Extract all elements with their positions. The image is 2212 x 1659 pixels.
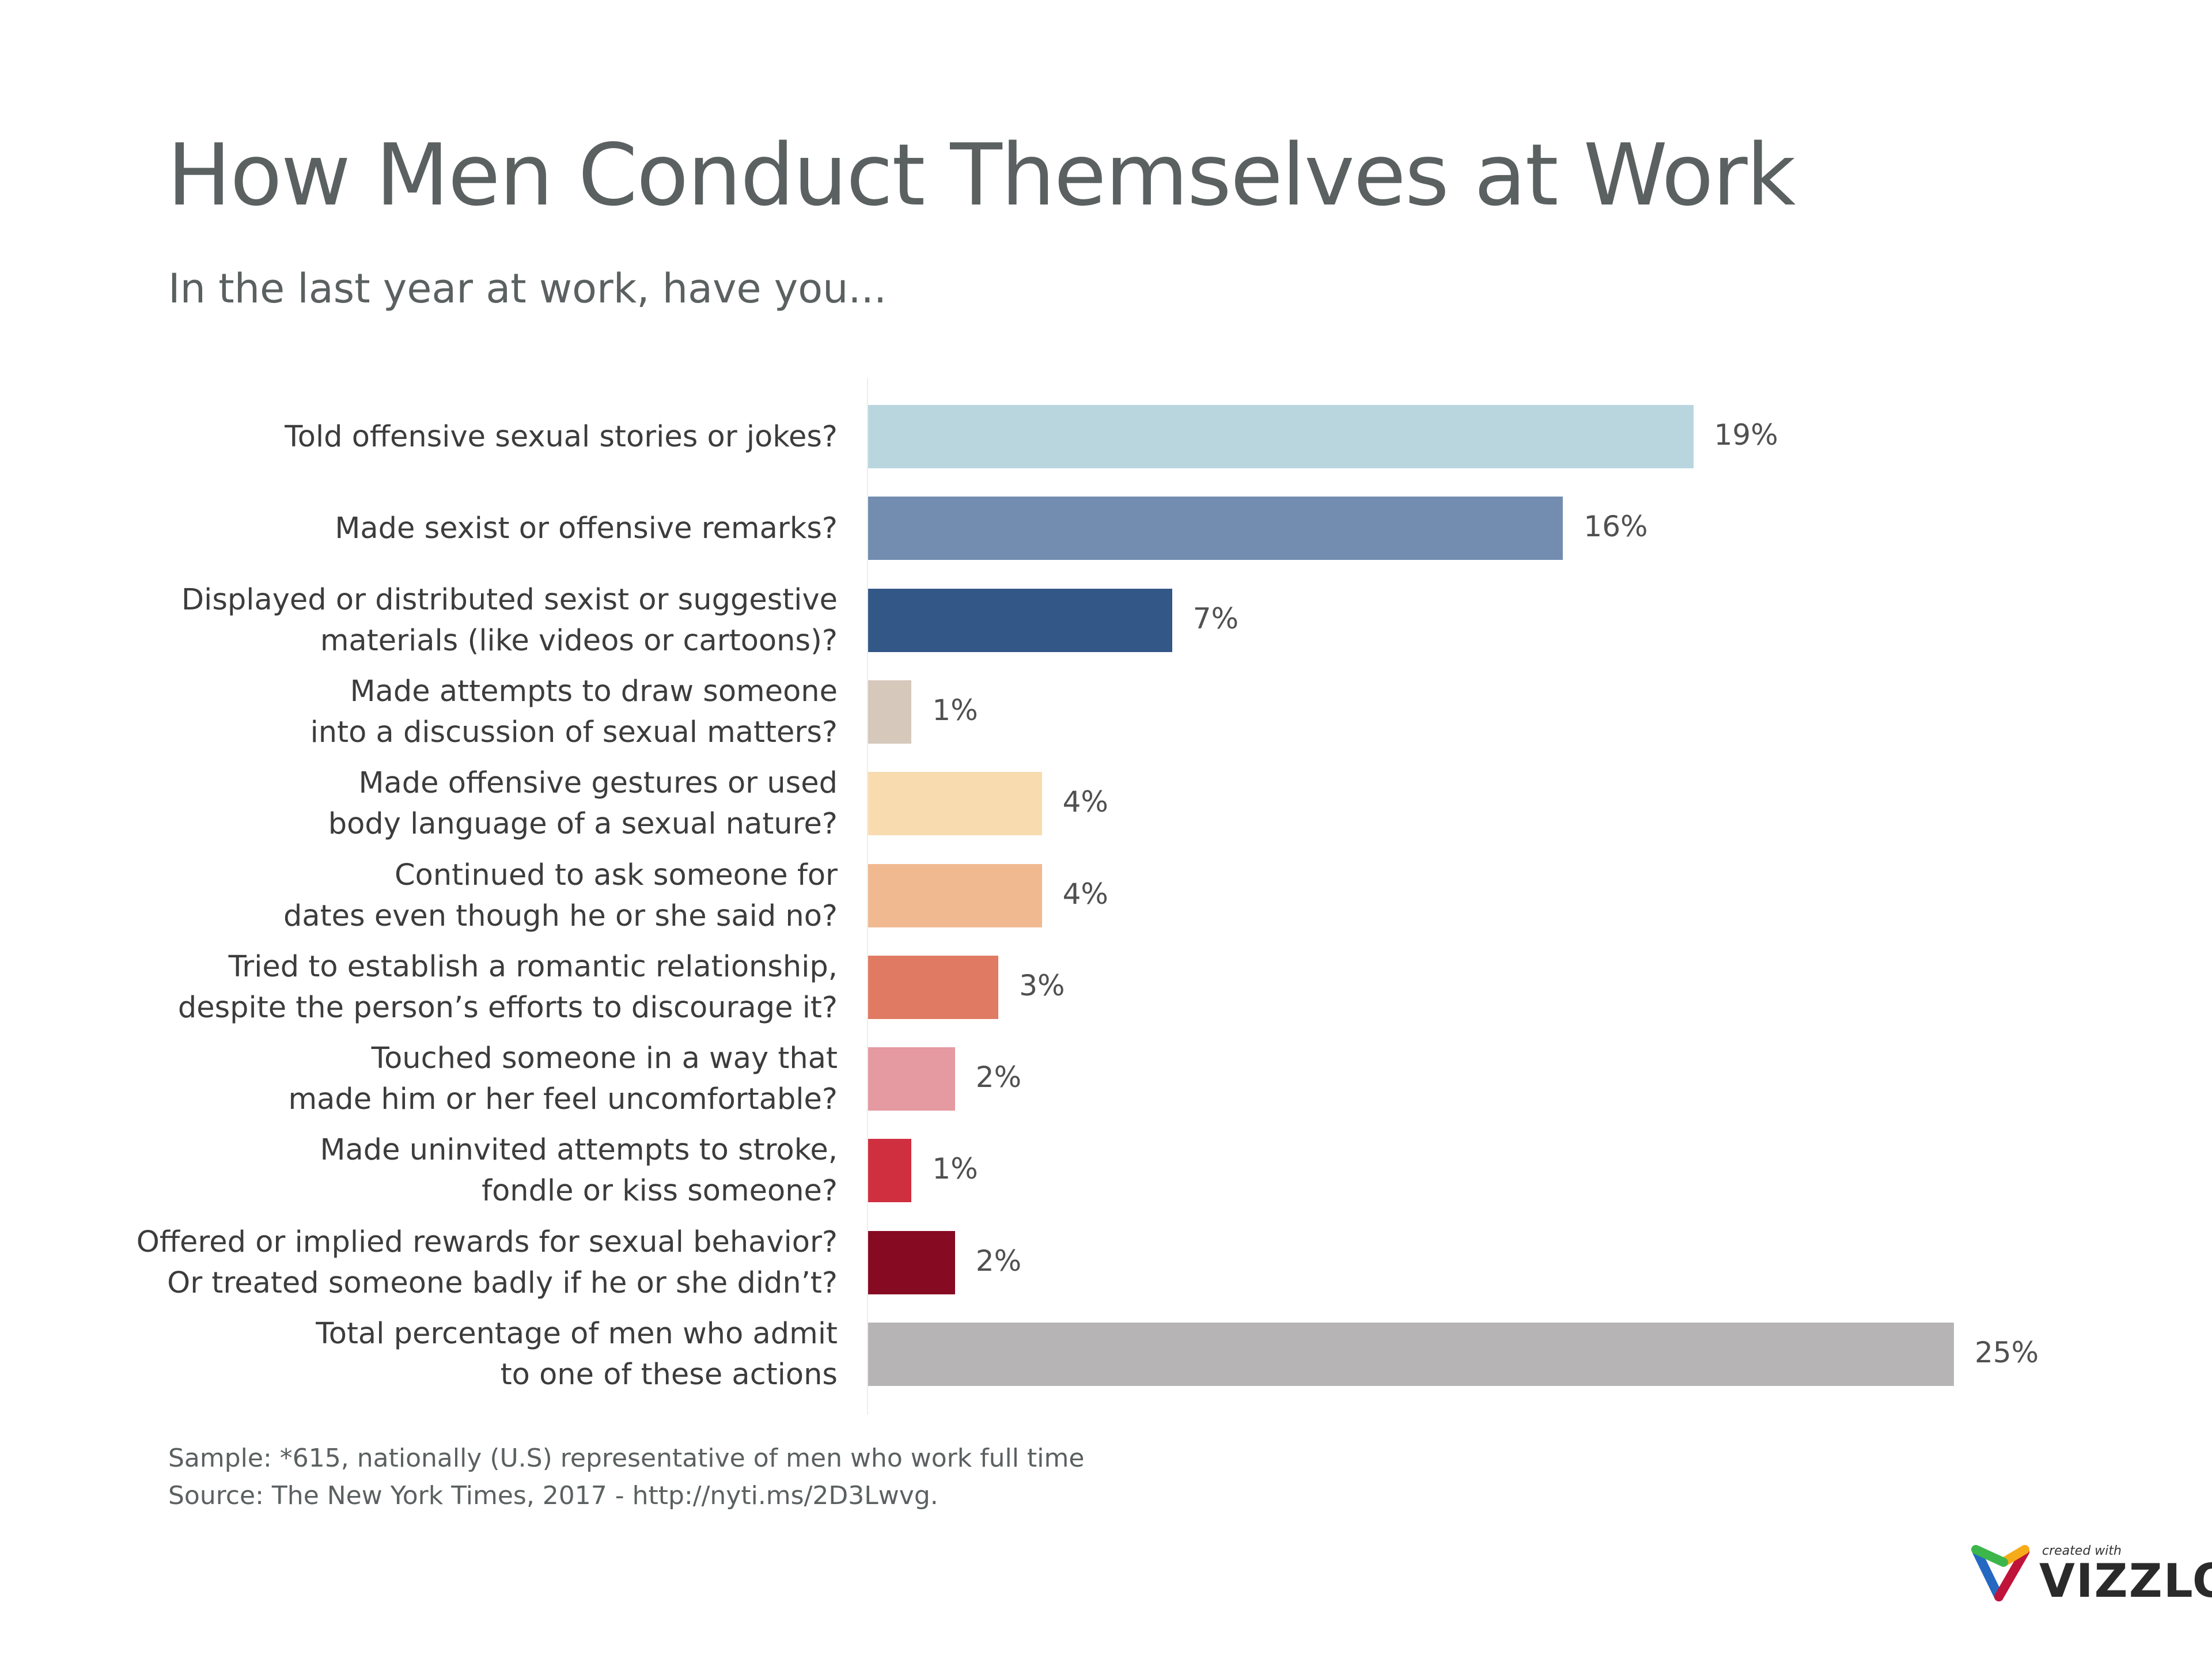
category-label: Made offensive gestures or used body lan…	[328, 766, 838, 842]
data-label: 3%	[1019, 968, 1065, 1002]
vizzlo-logo[interactable]: created with VIZZLO	[1970, 1544, 2212, 1608]
category-label: Displayed or distributed sexist or sugge…	[181, 582, 838, 658]
data-label: 2%	[975, 1060, 1022, 1094]
data-label: 16%	[1584, 510, 1648, 544]
category-axis-line	[867, 378, 868, 1415]
bar[interactable]	[868, 588, 1172, 652]
bar[interactable]	[868, 1047, 955, 1111]
data-label: 19%	[1714, 418, 1778, 452]
vizzlo-logo-mark-icon	[1971, 1545, 2029, 1601]
category-label: Made sexist or offensive remarks?	[335, 511, 838, 546]
bar[interactable]	[868, 680, 912, 744]
category-label: Made uninvited attempts to stroke, fondl…	[320, 1133, 838, 1209]
bar[interactable]	[868, 955, 999, 1019]
bar[interactable]	[868, 497, 1563, 560]
category-label: Tried to establish a romantic relationsh…	[177, 949, 838, 1025]
data-label: 25%	[1975, 1336, 2039, 1369]
bar[interactable]	[868, 863, 1042, 927]
bar[interactable]	[868, 1139, 912, 1203]
category-label: Offered or implied rewards for sexual be…	[136, 1225, 838, 1300]
data-label: 7%	[1192, 601, 1239, 635]
chart-title: How Men Conduct Themselves at Work	[167, 126, 1796, 225]
data-label: 2%	[975, 1244, 1022, 1278]
chart-subtitle: In the last year at work, have you...	[168, 265, 887, 312]
data-label: 4%	[1062, 785, 1108, 819]
bar[interactable]	[868, 1230, 955, 1294]
footnote-sample: Sample: *615, nationally (U.S) represent…	[168, 1444, 1085, 1473]
category-label: Total percentage of men who admit to one…	[316, 1317, 838, 1392]
logo-tagline: created with	[2042, 1544, 2122, 1558]
category-label: Made attempts to draw someone into a dis…	[310, 674, 838, 749]
bar[interactable]	[868, 405, 1694, 468]
bar[interactable]	[868, 772, 1042, 836]
footnote-source[interactable]: Source: The New York Times, 2017 - http:…	[168, 1481, 938, 1510]
category-label: Continued to ask someone for dates even …	[283, 858, 838, 933]
data-label: 1%	[932, 693, 978, 727]
bar[interactable]	[868, 1323, 1954, 1386]
logo-brand: VIZZLO	[2039, 1554, 2212, 1608]
data-label: 1%	[932, 1152, 978, 1186]
data-label: 4%	[1062, 877, 1108, 911]
category-label: Touched someone in a way that made him o…	[288, 1041, 838, 1117]
category-label: Told offensive sexual stories or jokes?	[285, 419, 838, 454]
